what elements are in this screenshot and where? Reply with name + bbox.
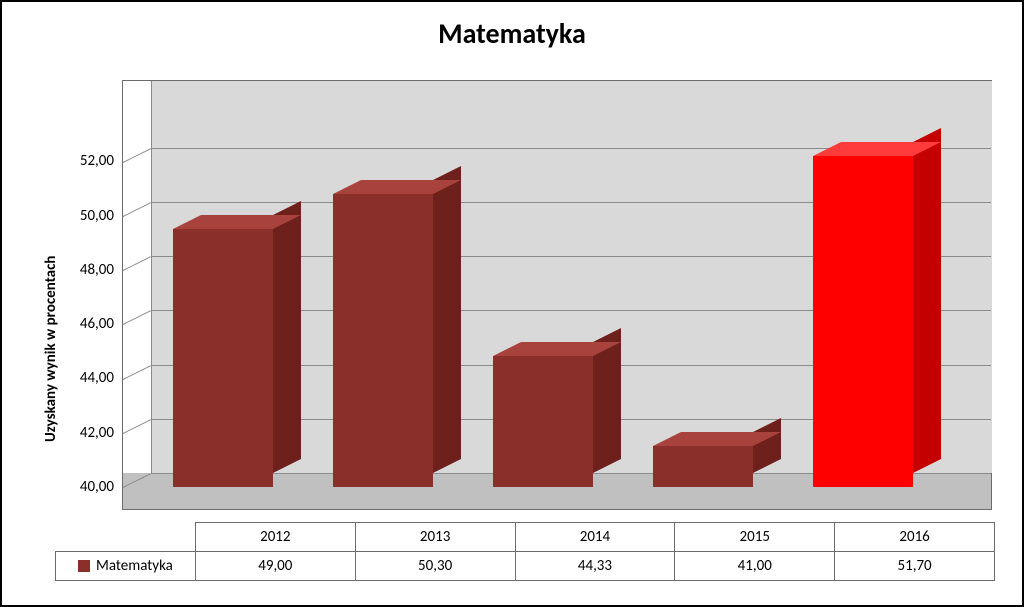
bar-front <box>653 446 753 487</box>
chart-title: Matematyka <box>2 16 1022 51</box>
bar-front <box>173 229 273 487</box>
table-value-cell: 44,33 <box>515 552 675 581</box>
table-value-cell: 49,00 <box>195 552 355 581</box>
y-tick-label: 40,00 <box>64 478 114 496</box>
y-tick-label: 46,00 <box>64 315 114 333</box>
gridline-depth <box>123 419 151 434</box>
table-value-cell: 51,70 <box>835 552 995 581</box>
gridline-depth <box>123 148 151 163</box>
bar-side <box>273 201 301 473</box>
gridline-depth <box>123 202 151 217</box>
table-value-cell: 50,30 <box>355 552 515 581</box>
legend-swatch <box>78 560 90 572</box>
bar <box>173 229 301 487</box>
table-corner-cell <box>56 523 196 552</box>
table-category-cell: 2016 <box>835 523 995 552</box>
table-row: Matematyka 49,0050,3044,3341,0051,70 <box>56 552 995 581</box>
bar-side <box>913 128 941 473</box>
y-tick-label: 44,00 <box>64 369 114 387</box>
y-tick-label: 42,00 <box>64 424 114 442</box>
data-table: 20122013201420152016 Matematyka 49,0050,30… <box>55 522 995 581</box>
y-tick-label: 52,00 <box>64 152 114 170</box>
bar-front <box>493 356 593 487</box>
bar <box>333 194 461 487</box>
gridline-depth <box>123 310 151 325</box>
bar-front <box>813 156 913 487</box>
y-tick-label: 50,00 <box>64 207 114 225</box>
plot-area <box>122 80 992 510</box>
series-name: Matematyka <box>96 557 173 575</box>
gridline-depth <box>123 256 151 271</box>
table-category-cell: 2014 <box>515 523 675 552</box>
table-value-cell: 41,00 <box>675 552 835 581</box>
bar-side <box>433 166 461 473</box>
bar <box>493 356 621 487</box>
gridline-depth <box>123 365 151 380</box>
y-axis-label: Uzyskany wynik w procentach <box>42 256 60 442</box>
chart-frame: Matematyka Uzyskany wynik w procentach 2… <box>0 0 1024 607</box>
table-category-cell: 2012 <box>195 523 355 552</box>
bar <box>813 156 941 487</box>
table-category-cell: 2013 <box>355 523 515 552</box>
bar-front <box>333 194 433 487</box>
y-tick-label: 48,00 <box>64 261 114 279</box>
bar <box>653 446 781 487</box>
table-series-cell: Matematyka <box>56 552 196 581</box>
table-row: 20122013201420152016 <box>56 523 995 552</box>
table-category-cell: 2015 <box>675 523 835 552</box>
